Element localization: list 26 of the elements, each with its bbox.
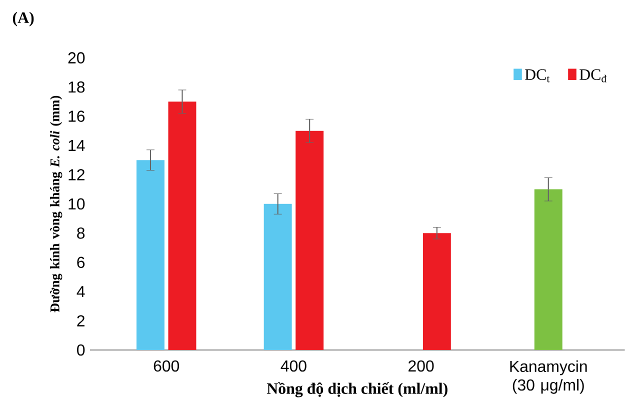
x-tick-label: 400 xyxy=(280,360,306,372)
bar xyxy=(422,233,451,350)
bar xyxy=(264,204,292,350)
x-tick-label: Kanamycin (30 μg/ml) xyxy=(510,360,587,394)
y-tick-label: 20 xyxy=(68,52,85,64)
y-tick-label: 8 xyxy=(77,227,85,239)
y-tick-label: 14 xyxy=(68,140,85,151)
bar xyxy=(168,102,196,350)
bar xyxy=(136,160,164,350)
y-tick-label: 6 xyxy=(77,256,85,268)
y-tick-label: 12 xyxy=(68,169,84,180)
x-tick-label: 200 xyxy=(408,360,434,372)
y-tick-label: 0 xyxy=(77,344,85,356)
bar xyxy=(296,130,324,350)
text: (A) xyxy=(12,12,34,26)
y-tick-label: 18 xyxy=(68,81,85,93)
x-tick-label: 600 xyxy=(154,360,180,372)
y-tick-label: 2 xyxy=(77,315,84,326)
bar xyxy=(534,189,562,350)
y-tick-label: 10 xyxy=(68,198,85,210)
y-tick-label: 16 xyxy=(68,110,85,122)
x-axis-title: Nồng độ dịch chiết (ml/ml) xyxy=(266,382,448,398)
y-tick-label: 4 xyxy=(76,286,85,297)
legend-label: DC$_{đ}$ xyxy=(580,69,606,82)
legend-label: DC$_{t}$ xyxy=(525,69,550,82)
y-axis-title: Đường kính vòng kháng E. coli (mm) xyxy=(50,96,62,312)
